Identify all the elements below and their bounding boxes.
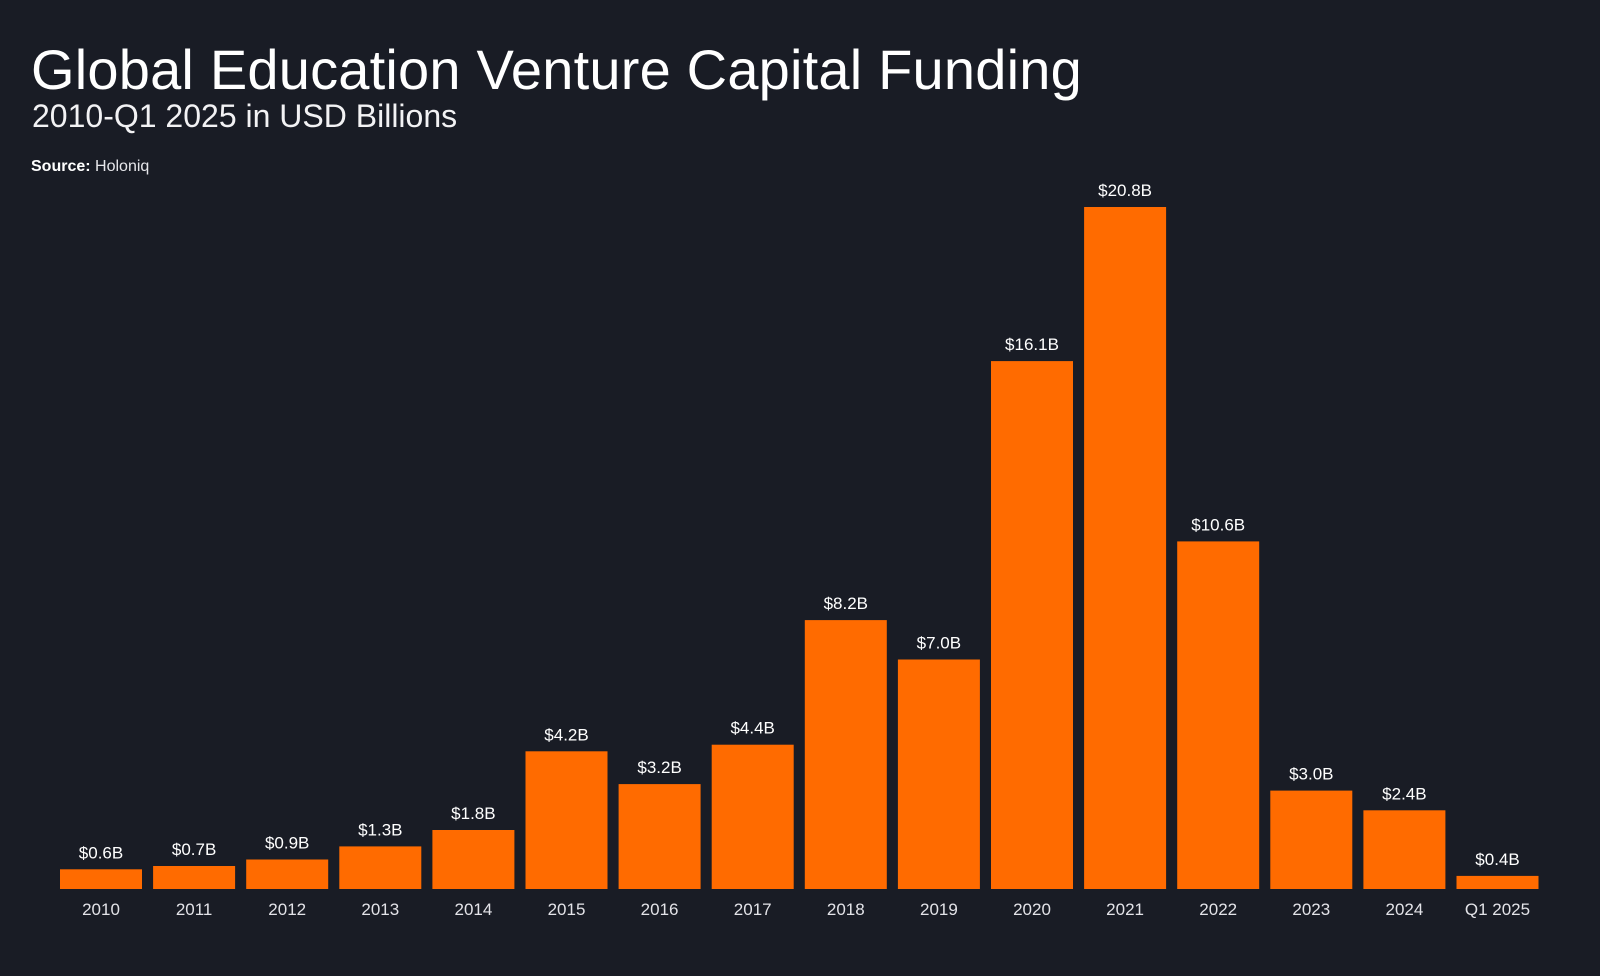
value-label-2013: $1.3B <box>358 820 402 839</box>
bar-2018 <box>804 620 887 889</box>
x-tick-label-2016: 2016 <box>641 900 679 919</box>
bar-2017 <box>711 744 794 889</box>
bar-q1-2025 <box>1456 875 1539 889</box>
chart-title: Global Education Venture Capital Funding <box>31 38 1082 101</box>
bar-2016 <box>618 784 701 889</box>
x-tick-label-2014: 2014 <box>454 900 492 919</box>
source-label: Source: <box>31 158 91 175</box>
value-label-2014: $1.8B <box>451 804 495 823</box>
bar-2023 <box>1270 790 1353 889</box>
value-label-2019: $7.0B <box>917 634 961 653</box>
x-tick-label-2021: 2021 <box>1106 900 1144 919</box>
x-tick-label-2020: 2020 <box>1013 900 1051 919</box>
x-tick-label-2010: 2010 <box>82 900 120 919</box>
bar-2013 <box>339 846 422 889</box>
x-tick-label-2015: 2015 <box>548 900 586 919</box>
chart-subtitle: 2010-Q1 2025 in USD Billions <box>32 98 458 134</box>
x-tick-label-2017: 2017 <box>734 900 772 919</box>
x-tick-labels-group: 2010 2011 2012 2013 2014 2015 2016 2017 2018 2019… <box>82 900 1530 919</box>
x-tick-label-2022: 2022 <box>1199 900 1237 919</box>
value-label-2021: $20.8B <box>1098 181 1152 200</box>
value-label-2012: $0.9B <box>265 834 309 853</box>
bar-2024 <box>1363 810 1446 889</box>
value-label-2010: $0.6B <box>79 843 123 862</box>
value-label-2016: $3.2B <box>637 758 681 777</box>
value-label-2015: $4.2B <box>544 725 588 744</box>
source-note: Source: Holoniq <box>31 157 149 177</box>
value-label-2024: $2.4B <box>1382 784 1426 803</box>
bar-2019 <box>897 659 980 889</box>
value-label-2022: $10.6B <box>1191 515 1245 534</box>
value-label-2020: $16.1B <box>1005 335 1059 354</box>
bars-group <box>60 207 1539 890</box>
bar-2014 <box>432 830 515 889</box>
value-labels-group: $0.6B $0.7B $0.9B $1.3B $1.8B $4.2B $3.2B $4.4B… <box>79 181 1520 869</box>
value-label-2023: $3.0B <box>1289 765 1333 784</box>
bar-2022 <box>1177 541 1260 889</box>
bar-2012 <box>246 859 329 889</box>
bar-2020 <box>991 361 1073 890</box>
x-tick-label-2013: 2013 <box>361 900 399 919</box>
value-label-2017: $4.4B <box>730 719 774 738</box>
x-tick-label-2018: 2018 <box>827 900 865 919</box>
x-tick-label-2023: 2023 <box>1292 900 1330 919</box>
bar-2010 <box>60 869 142 889</box>
value-label-q1-2025: $0.4B <box>1475 850 1519 869</box>
x-tick-label-2019: 2019 <box>920 900 958 919</box>
x-tick-label-2012: 2012 <box>268 900 306 919</box>
bar-2021 <box>1084 207 1167 889</box>
x-tick-label-2024: 2024 <box>1385 900 1423 919</box>
x-tick-label-q1-2025: Q1 2025 <box>1465 900 1530 919</box>
x-tick-label-2011: 2011 <box>176 900 213 919</box>
source-name: Holoniq <box>95 158 150 175</box>
value-label-2018: $8.2B <box>824 594 868 613</box>
bar-2015 <box>525 751 608 889</box>
value-label-2011: $0.7B <box>172 840 216 859</box>
bar-2011 <box>153 866 236 889</box>
